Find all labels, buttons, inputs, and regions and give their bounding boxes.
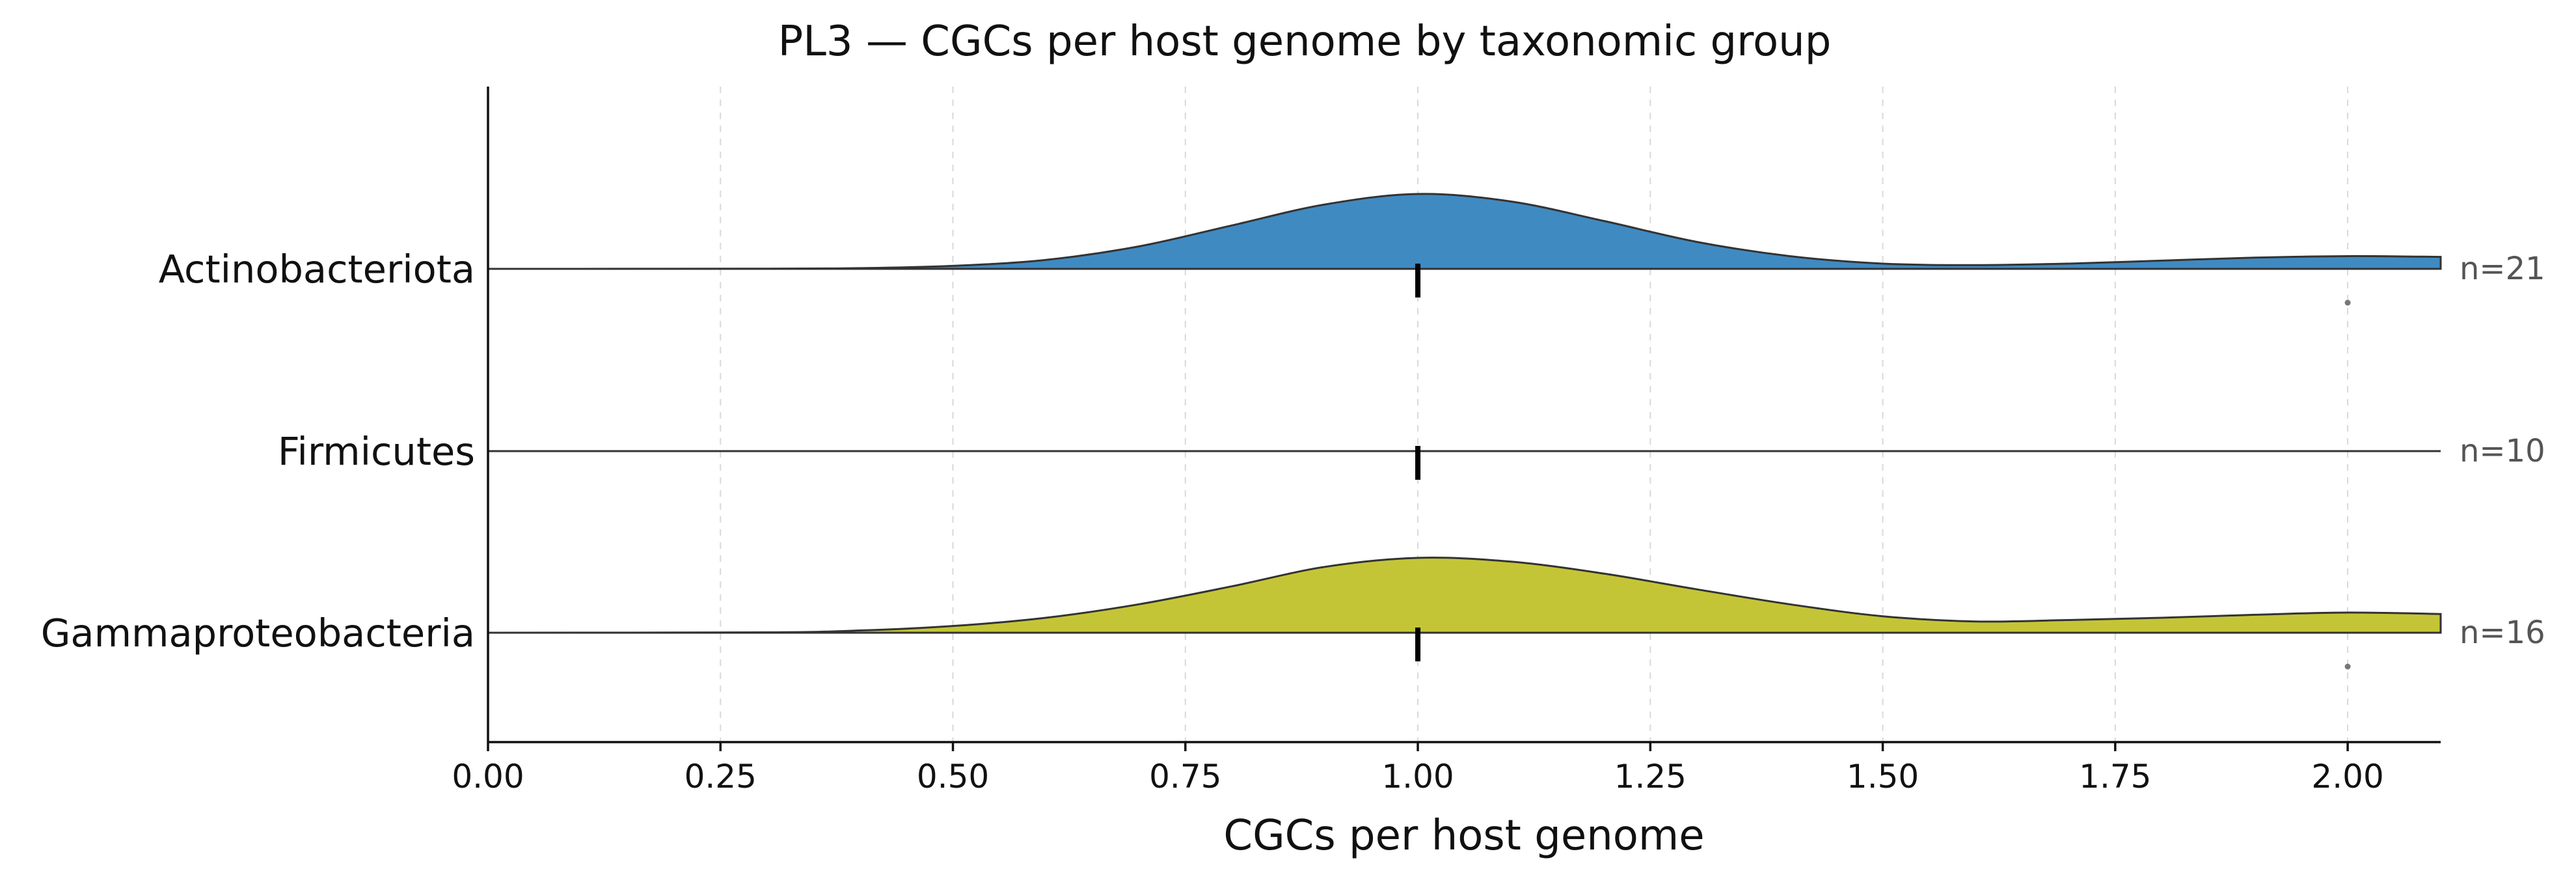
ridge-actinobacteriota: [487, 193, 2442, 306]
x-tick-label: 1.75: [2079, 758, 2151, 795]
density-area: [487, 193, 2442, 270]
ridge-firmicutes: [488, 446, 2441, 480]
group-label: Gammaproteobacteria: [41, 611, 475, 656]
grid-lines: [487, 87, 2349, 742]
x-tick-label: 0.50: [917, 758, 989, 795]
x-tick-label: 0.75: [1149, 758, 1221, 795]
outlier-point: [2344, 299, 2351, 306]
x-tick-label: 1.50: [1847, 758, 1919, 795]
group-label: Firmicutes: [278, 429, 475, 474]
x-ticks: 0.00 0.25 0.50 0.75 1.00 1.25 1.50 1.75 2.00: [452, 742, 2384, 795]
x-tick-label: 0.25: [685, 758, 757, 795]
outlier-point: [2344, 663, 2351, 670]
group-label: Actinobacteriota: [159, 247, 475, 292]
axes: [487, 87, 2441, 743]
x-tick-label: 2.00: [2311, 758, 2383, 795]
count-label: n=10: [2460, 433, 2545, 469]
ridges: [487, 193, 2442, 670]
ridge-gammaproteobacteria: [487, 557, 2442, 670]
x-tick-label: 0.00: [452, 758, 524, 795]
chart-title: PL3 — CGCs per host genome by taxonomic …: [778, 18, 1832, 66]
count-label: n=16: [2460, 615, 2545, 651]
x-axis-label: CGCs per host genome: [1223, 812, 1704, 860]
count-label: n=21: [2460, 251, 2545, 287]
group-labels: Actinobacteriota n=21 Firmicutes n=10 Gammap…: [41, 247, 2545, 656]
density-area: [487, 557, 2442, 634]
x-tick-label: 1.00: [1381, 758, 1454, 795]
x-tick-label: 1.25: [1614, 758, 1687, 795]
